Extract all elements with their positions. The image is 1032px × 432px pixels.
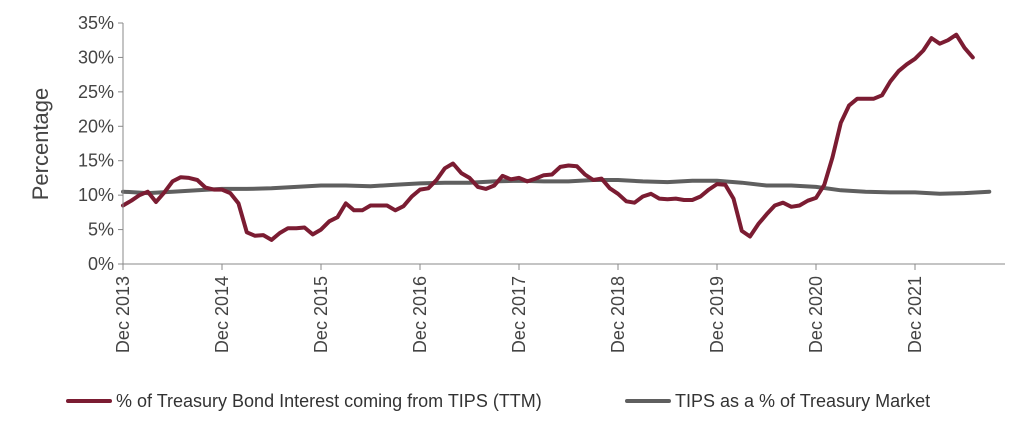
x-tick-label: Dec 2014 <box>212 276 232 353</box>
x-tick-label: Dec 2019 <box>707 276 727 353</box>
x-tick-labels: Dec 2013 Dec 2014 Dec 2015 Dec 2016 Dec 2017… <box>113 276 925 353</box>
y-tick-label: 10% <box>78 185 114 205</box>
x-tick-label: Dec 2013 <box>113 276 133 353</box>
y-tick-label: 20% <box>78 116 114 136</box>
x-tick-label: Dec 2015 <box>311 276 331 353</box>
x-tick-label: Dec 2018 <box>608 276 628 353</box>
y-tick-label: 35% <box>78 13 114 33</box>
plot-lines <box>121 32 992 242</box>
y-axis-label: Percentage <box>28 88 53 201</box>
series-line <box>121 178 992 196</box>
legend-label: % of Treasury Bond Interest coming from … <box>116 391 542 411</box>
legend: % of Treasury Bond Interest coming from … <box>66 391 930 411</box>
x-tick-label: Dec 2021 <box>905 276 925 353</box>
y-tick-label: 15% <box>78 151 114 171</box>
x-tick-label: Dec 2016 <box>410 276 430 353</box>
y-tick-labels: 0% 5% 10% 15% 20% 25% 30% 35% <box>78 13 114 274</box>
legend-label: TIPS as a % of Treasury Market <box>675 391 930 411</box>
y-tick-label: 0% <box>88 254 114 274</box>
series-line <box>121 32 975 242</box>
x-tick-label: Dec 2017 <box>509 276 529 353</box>
axes <box>118 22 1005 270</box>
y-tick-label: 30% <box>78 47 114 67</box>
x-tick-label: Dec 2020 <box>806 276 826 353</box>
y-tick-label: 25% <box>78 82 114 102</box>
y-tick-label: 5% <box>88 220 114 240</box>
